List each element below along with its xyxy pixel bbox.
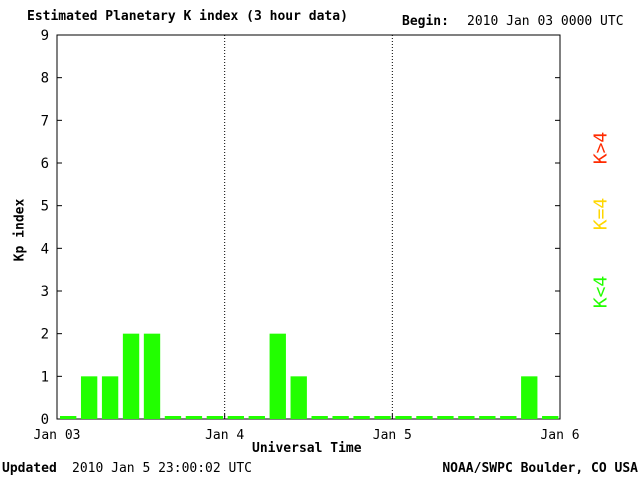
kp-bar [206,416,224,419]
kp-bar [521,376,538,419]
legend-k-equal-4: K=4 [590,197,612,231]
x-tick-label: Jan 03 [34,428,81,443]
y-tick-label: 3 [41,284,49,300]
y-tick-label: 8 [41,71,49,87]
kp-bar [500,416,517,419]
kp-bar [416,416,433,419]
x-axis-label: Universal Time [252,441,362,456]
x-tick-label: Jan 6 [540,428,579,443]
legend-k-less-4: K<4 [590,275,612,309]
x-tick-label: Jan 4 [205,428,244,443]
kp-bar [332,416,349,419]
kp-bar [311,416,328,419]
kp-bar [122,333,140,419]
kp-bar [437,416,454,419]
y-tick-label: 6 [41,156,49,172]
begin-label: Begin: [402,14,449,29]
y-tick-label: 4 [41,241,49,257]
kp-bar [60,416,77,419]
legend-k-greater-4: K>4 [590,131,612,165]
kp-bar [458,416,475,419]
kp-bar [542,416,559,419]
kp-bar [185,416,203,419]
y-tick-label: 2 [41,327,49,343]
chart-title: Estimated Planetary K index (3 hour data… [27,9,348,24]
y-axis-label: Kp index [12,198,28,262]
kp-bar [101,376,119,419]
y-tick-label: 5 [41,199,49,215]
kp-bar [248,416,265,419]
x-tick-label: Jan 5 [373,428,412,443]
kp-bar [395,416,412,419]
y-tick-label: 9 [41,28,49,44]
kp-bar [374,416,391,419]
y-tick-label: 0 [41,412,49,428]
credit-text: NOAA/SWPC Boulder, CO USA [442,461,638,476]
begin-value: 2010 Jan 03 0000 UTC [467,14,624,29]
updated-label: Updated [2,461,57,476]
plot-frame [56,34,561,420]
kp-bar [479,416,496,419]
kp-bar [353,416,370,419]
kp-bar [143,333,161,419]
kp-bar [164,416,182,419]
y-tick-label: 7 [41,113,49,129]
kp-bar [269,333,286,419]
kp-bar [290,376,307,419]
kp-bar [227,416,245,419]
updated-timestamp: 2010 Jan 5 23:00:02 UTC [72,461,253,476]
y-tick-label: 1 [41,369,49,385]
kp-bar [80,376,98,419]
